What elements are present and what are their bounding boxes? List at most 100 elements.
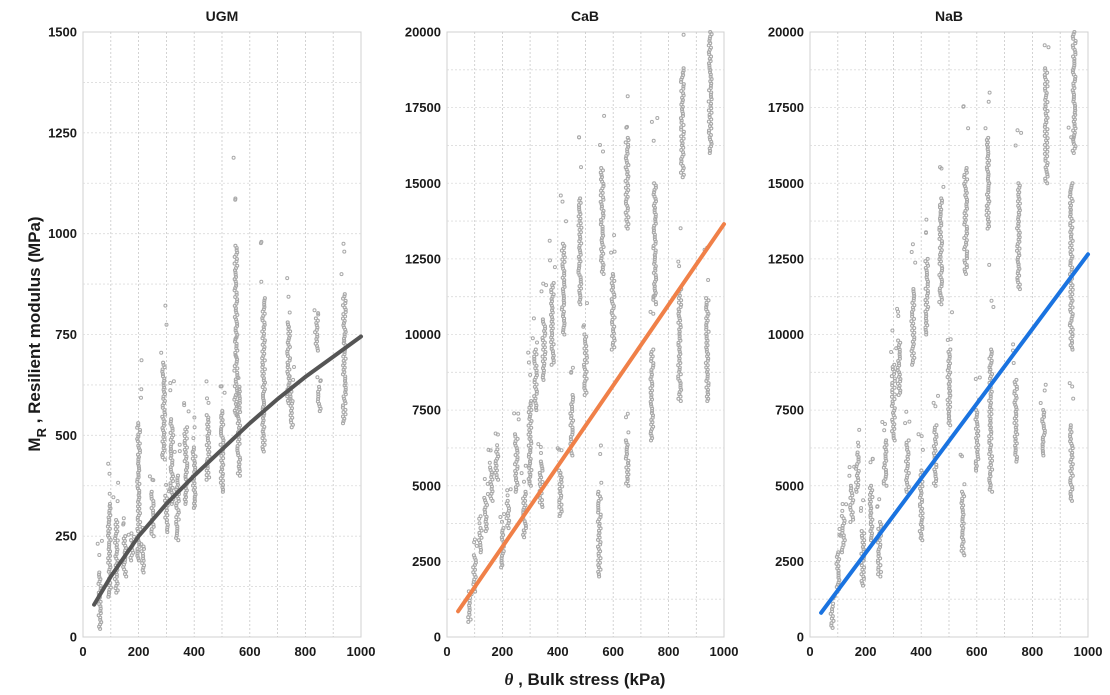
data-point [649,352,654,357]
data-point [1068,223,1073,228]
data-point [883,470,889,475]
data-point [341,321,347,326]
data-point [909,319,914,324]
data-point [190,456,195,461]
data-point [876,567,881,572]
data-point [185,465,190,470]
data-point [571,395,576,400]
data-point [1068,261,1073,266]
data-point [1014,386,1019,392]
data-point [653,268,658,273]
data-point [261,333,266,339]
data-point [135,551,140,556]
data-point [168,456,173,461]
data-point [1069,340,1075,346]
data-point [676,374,681,379]
data-point [560,314,566,319]
data-point [578,196,583,201]
data-point [1043,147,1048,152]
data-point [987,405,993,410]
data-point [233,272,238,277]
x-tick-label: 1000 [710,644,739,659]
data-point [113,533,118,538]
data-point [562,250,567,255]
points-nab [828,29,1078,630]
data-point [116,480,121,485]
data-point [493,461,498,466]
data-point [161,434,166,440]
data-point [261,396,266,401]
data-point [937,227,942,232]
data-point [476,538,482,543]
data-point [704,336,709,341]
data-point [612,338,617,343]
data-point [1041,426,1046,431]
data-point [221,440,226,445]
data-point [869,533,874,538]
data-point [1073,108,1078,113]
data-point [505,488,510,493]
data-point [1015,128,1020,133]
data-point [583,339,588,344]
data-point [652,190,657,195]
x-tick-label: 800 [658,644,680,659]
data-point [1017,185,1022,190]
data-point [707,65,712,70]
data-point [651,297,656,302]
data-point [918,504,923,509]
data-point [938,293,943,298]
data-point [557,486,562,491]
data-point [207,475,212,480]
y-tick-label: 12500 [405,251,441,266]
data-point [933,479,939,484]
data-point [677,329,682,334]
data-point [220,485,225,490]
data-point [169,490,174,495]
data-point [623,140,628,145]
data-point [135,486,140,491]
data-point [1043,97,1048,102]
data-point [114,552,119,557]
data-point [625,94,630,99]
data-point [114,574,119,579]
data-point [233,270,238,275]
x-tick-label: 400 [183,644,205,659]
data-point [987,414,992,419]
data-point [262,424,267,430]
data-point [522,479,526,484]
data-point [911,296,916,301]
data-point [561,302,566,308]
data-point [219,427,224,432]
data-point [918,513,923,518]
data-point [987,478,992,483]
data-point [988,394,993,399]
data-point [988,485,993,490]
data-point [182,403,187,408]
data-point [707,38,712,44]
data-point [836,564,841,569]
data-point [652,234,657,240]
data-point [550,333,555,338]
data-point [137,511,143,516]
data-point [499,560,504,565]
data-point [626,144,631,149]
data-point [185,463,190,468]
data-point [139,387,144,392]
data-point [869,483,874,488]
data-point [964,242,969,247]
data-point [523,489,528,494]
data-point [678,79,684,84]
data-point [316,392,321,397]
data-point [868,460,873,465]
data-point [149,489,154,494]
data-point [170,428,175,433]
data-point [625,208,630,213]
data-point [975,454,980,459]
data-point [898,390,903,395]
data-point [576,268,581,273]
data-point [261,400,267,405]
data-point [919,533,924,538]
data-point [161,423,166,428]
data-point [577,209,582,214]
